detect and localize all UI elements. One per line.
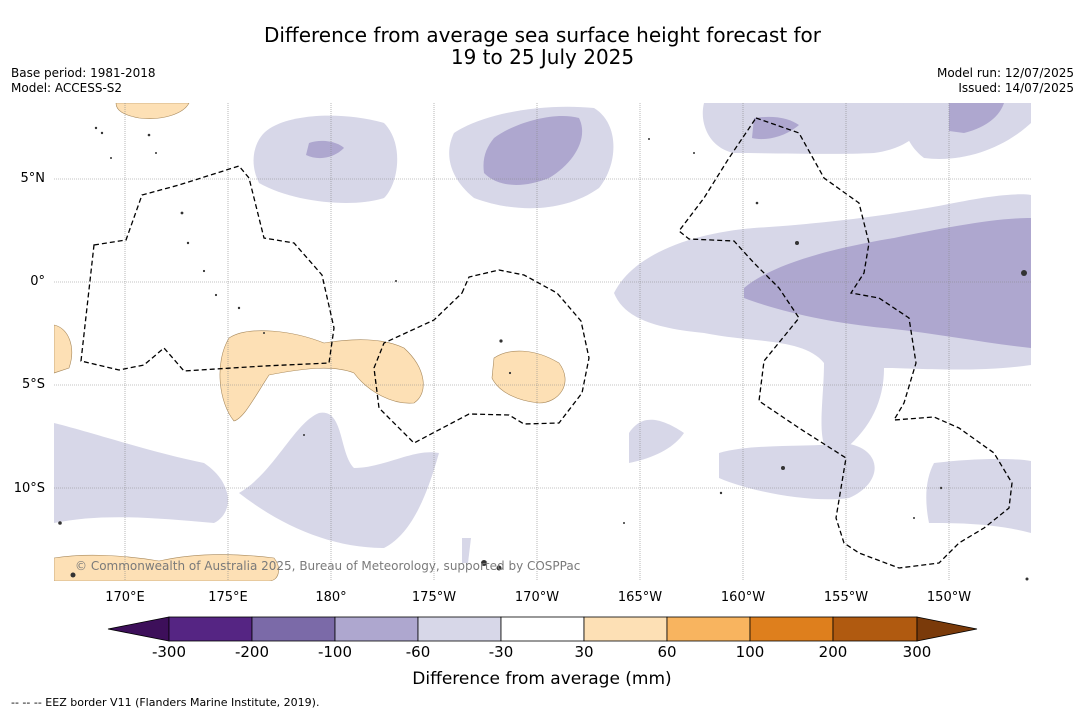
colorbar-title: Difference from average (mm) bbox=[412, 669, 672, 689]
model-label: Model: ACCESS-S2 bbox=[11, 81, 123, 95]
colorbar-bin-2 bbox=[251, 616, 336, 642]
colorbar-tick-100: 100 bbox=[735, 643, 765, 661]
lat-label-5s: 5°S bbox=[21, 377, 45, 392]
anomaly-light-positive bbox=[54, 103, 566, 581]
lat-label-5n: 5°N bbox=[20, 171, 46, 186]
anomaly-medium-negative bbox=[306, 103, 1031, 348]
colorbar-tick-neg60: -60 bbox=[405, 643, 431, 661]
lon-label-175e: 175°E bbox=[208, 590, 248, 605]
colorbar-tick-neg300: -300 bbox=[151, 643, 187, 661]
lon-label-160w: 160°W bbox=[720, 590, 766, 605]
issued-label: Issued: 14/07/2025 bbox=[958, 81, 1074, 95]
colorbar-tick-neg200: -200 bbox=[234, 643, 270, 661]
gridlines bbox=[54, 103, 1031, 581]
colorbar-tick-60: 60 bbox=[657, 643, 677, 661]
colorbar-bin-8 bbox=[749, 616, 834, 642]
colorbar-bin-6 bbox=[583, 616, 668, 642]
colorbar-bin-9 bbox=[832, 616, 918, 642]
lon-label-150w: 150°W bbox=[926, 590, 972, 605]
colorbar-bin-1 bbox=[168, 616, 253, 642]
lon-label-170w: 170°W bbox=[514, 590, 560, 605]
lon-label-180: 180° bbox=[315, 590, 347, 605]
colorbar-bin-3 bbox=[334, 616, 419, 642]
colorbar-tick-neg100: -100 bbox=[317, 643, 353, 661]
base-period-label: Base period: 1981-2018 bbox=[11, 66, 156, 80]
colorbar-tick-neg30: -30 bbox=[488, 643, 514, 661]
lat-label-10s: 10°S bbox=[13, 481, 45, 496]
colorbar-bin-4 bbox=[417, 616, 502, 642]
eez-legend-footnote: -- -- -- EEZ border V11 (Flanders Marine… bbox=[11, 696, 320, 709]
colorbar-tick-30: 30 bbox=[574, 643, 594, 661]
colorbar-bin-7 bbox=[666, 616, 751, 642]
model-run-label: Model run: 12/07/2025 bbox=[936, 66, 1074, 80]
colorbar-tick-300: 300 bbox=[902, 643, 932, 661]
lon-label-165w: 165°W bbox=[617, 590, 663, 605]
lon-label-155w: 155°W bbox=[823, 590, 869, 605]
lon-label-175w: 175°W bbox=[411, 590, 457, 605]
title-line-2: 19 to 25 July 2025 bbox=[450, 45, 635, 69]
eez-borders bbox=[80, 117, 1013, 569]
copyright-text: © Commonwealth of Australia 2025, Bureau… bbox=[75, 559, 581, 573]
lat-label-0: 0° bbox=[30, 274, 45, 289]
colorbar-bin-5 bbox=[500, 616, 585, 642]
title-line-1: Difference from average sea surface heig… bbox=[263, 23, 822, 47]
colorbar-tick-200: 200 bbox=[818, 643, 848, 661]
sea-surface-height-map bbox=[54, 103, 1031, 581]
land-islands bbox=[58, 126, 1029, 581]
lon-label-170e: 170°E bbox=[105, 590, 145, 605]
colorbar-extend-low bbox=[107, 616, 170, 642]
colorbar-extend-high bbox=[916, 616, 978, 642]
